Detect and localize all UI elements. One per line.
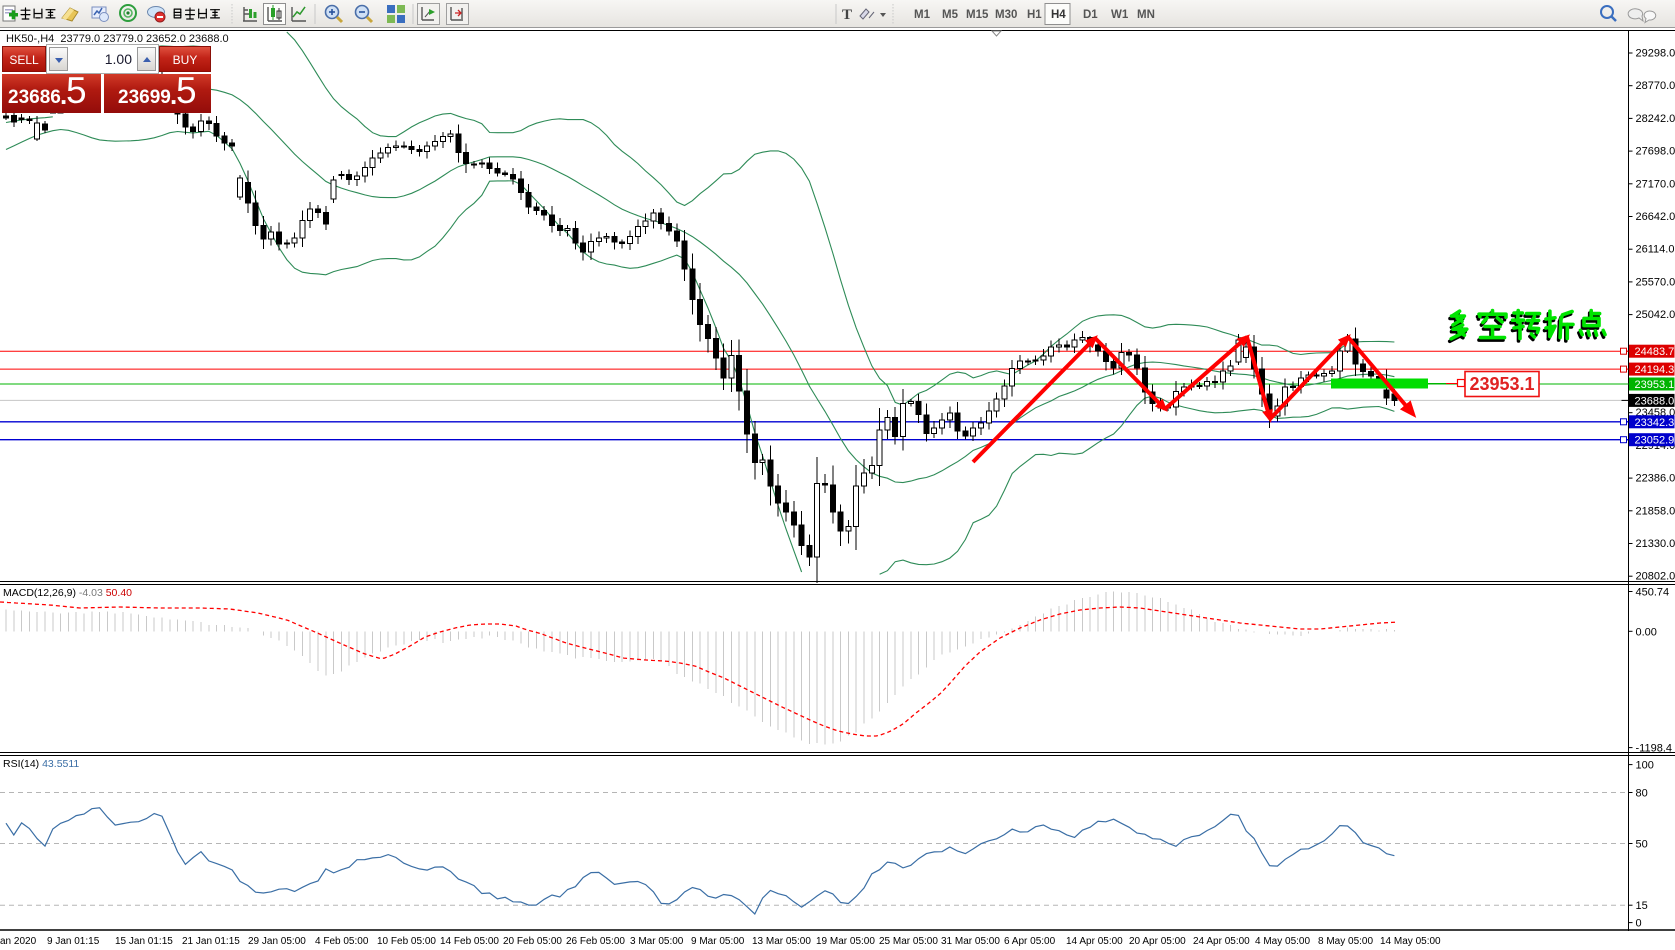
svg-text:23953.1: 23953.1 <box>1469 374 1534 394</box>
svg-text:25042.0: 25042.0 <box>1636 309 1675 321</box>
svg-text:MACD(12,26,9) -4.03 50.40: MACD(12,26,9) -4.03 50.40 <box>3 587 132 599</box>
svg-text:14 May 05:00: 14 May 05:00 <box>1380 936 1441 947</box>
svg-text:10 Feb 05:00: 10 Feb 05:00 <box>377 936 436 947</box>
svg-text:14 Apr 05:00: 14 Apr 05:00 <box>1066 936 1123 947</box>
svg-text:4 Feb 05:00: 4 Feb 05:00 <box>315 936 369 947</box>
svg-text:25 Mar 05:00: 25 Mar 05:00 <box>879 936 938 947</box>
svg-text:-1198.4: -1198.4 <box>1636 743 1673 755</box>
svg-text:20 Apr 05:00: 20 Apr 05:00 <box>1129 936 1186 947</box>
svg-text:D1: D1 <box>1083 9 1098 21</box>
svg-text:T: T <box>842 7 852 23</box>
svg-text:21330.0: 21330.0 <box>1636 538 1675 550</box>
svg-text:20 Feb 05:00: 20 Feb 05:00 <box>503 936 562 947</box>
svg-text:3 Mar 05:00: 3 Mar 05:00 <box>630 936 684 947</box>
svg-text:23052.9: 23052.9 <box>1635 435 1675 447</box>
svg-text:21858.0: 21858.0 <box>1636 505 1675 517</box>
svg-text:4 May 05:00: 4 May 05:00 <box>1255 936 1310 947</box>
svg-text:6 Apr 05:00: 6 Apr 05:00 <box>1004 936 1056 947</box>
svg-text:27170.0: 27170.0 <box>1636 178 1675 190</box>
svg-text:26642.0: 26642.0 <box>1636 211 1675 223</box>
svg-text:26 Feb 05:00: 26 Feb 05:00 <box>566 936 625 947</box>
svg-text:RSI(14) 43.5511: RSI(14) 43.5511 <box>3 758 79 770</box>
svg-text:9 Jan 01:15: 9 Jan 01:15 <box>47 936 100 947</box>
svg-text:15: 15 <box>1636 900 1648 912</box>
svg-text:22386.0: 22386.0 <box>1636 473 1675 485</box>
svg-text:19 Mar 05:00: 19 Mar 05:00 <box>816 936 875 947</box>
svg-text:23688.0: 23688.0 <box>1635 395 1675 407</box>
svg-text:50: 50 <box>1636 839 1648 851</box>
svg-text:24483.7: 24483.7 <box>1635 346 1675 358</box>
svg-text:31 Mar 05:00: 31 Mar 05:00 <box>941 936 1000 947</box>
svg-text:100: 100 <box>1636 760 1654 772</box>
svg-text:23342.3: 23342.3 <box>1635 417 1675 429</box>
svg-text:M15: M15 <box>966 9 989 21</box>
svg-text:25570.0: 25570.0 <box>1636 276 1675 288</box>
svg-text:0: 0 <box>1636 918 1642 930</box>
svg-text:20802.0: 20802.0 <box>1636 571 1675 583</box>
svg-text:26114.0: 26114.0 <box>1636 244 1675 256</box>
svg-text:M5: M5 <box>942 9 959 21</box>
svg-text:15 Jan 01:15: 15 Jan 01:15 <box>115 936 173 947</box>
svg-text:23953.1: 23953.1 <box>1635 379 1675 391</box>
svg-text:M1: M1 <box>914 9 931 21</box>
svg-text:9 Mar 05:00: 9 Mar 05:00 <box>691 936 745 947</box>
svg-text:MN: MN <box>1137 9 1155 21</box>
svg-text:29 Jan 05:00: 29 Jan 05:00 <box>248 936 306 947</box>
svg-text:29298.0: 29298.0 <box>1636 48 1675 60</box>
svg-text:W1: W1 <box>1111 9 1129 21</box>
svg-text:24194.3: 24194.3 <box>1635 364 1675 376</box>
svg-text:H4: H4 <box>1051 9 1066 21</box>
svg-text:28242.0: 28242.0 <box>1636 113 1675 125</box>
svg-text:21 Jan 01:15: 21 Jan 01:15 <box>182 936 240 947</box>
svg-text:24 Apr 05:00: 24 Apr 05:00 <box>1193 936 1250 947</box>
svg-text:8 May 05:00: 8 May 05:00 <box>1318 936 1373 947</box>
svg-text:80: 80 <box>1636 788 1648 800</box>
svg-text:450.74: 450.74 <box>1636 587 1670 599</box>
svg-text:M30: M30 <box>995 9 1017 21</box>
svg-text:13 Mar 05:00: 13 Mar 05:00 <box>752 936 811 947</box>
svg-text:27698.0: 27698.0 <box>1636 146 1675 158</box>
svg-text:0.00: 0.00 <box>1636 626 1657 638</box>
svg-text:H1: H1 <box>1027 9 1042 21</box>
svg-text:an 2020: an 2020 <box>0 936 37 947</box>
svg-text:28770.0: 28770.0 <box>1636 80 1675 92</box>
svg-text:14 Feb 05:00: 14 Feb 05:00 <box>440 936 499 947</box>
